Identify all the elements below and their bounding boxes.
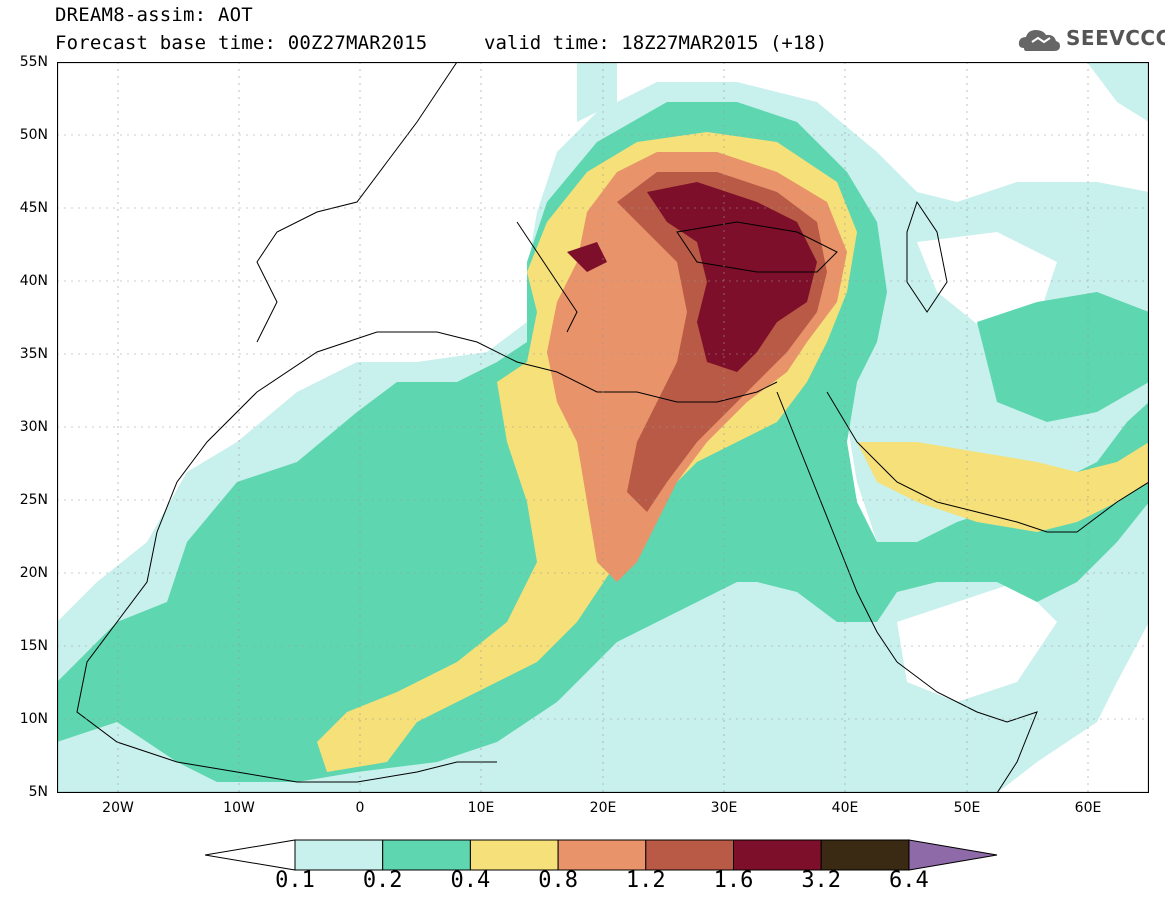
- coast-north-africa: [156, 331, 778, 533]
- chart-title: DREAM8-assim: AOT: [55, 4, 253, 26]
- aot-contour-0.4-gulf: [857, 442, 1149, 532]
- coastlines: [76, 62, 1149, 793]
- colorbar-segment: [557, 839, 647, 871]
- lat-label: 25N: [19, 492, 48, 508]
- colorbar-label: 3.2: [801, 868, 842, 893]
- aot-field: [57, 62, 1149, 793]
- coast-italy: [516, 221, 578, 333]
- valid-time: valid time: 18Z27MAR2015 (+18): [484, 32, 828, 54]
- colorbar-left-arrow: [205, 839, 296, 871]
- aot-contour-0.2-arabia: [977, 292, 1149, 422]
- colorbar-segment: [820, 839, 910, 871]
- colorbar-label: 1.6: [713, 868, 754, 893]
- lon-label: 40E: [831, 800, 859, 816]
- coast-west-africa: [76, 531, 497, 783]
- lon-label: 20E: [589, 800, 617, 816]
- logo-text: SEEVCCC: [1066, 26, 1165, 50]
- coast-horn-africa: [896, 661, 1038, 793]
- colorbar-label: 0.4: [450, 868, 491, 893]
- lon-label: 60E: [1074, 800, 1102, 816]
- coast-caspian: [906, 200, 948, 313]
- aot-contour-0.1-north: [577, 62, 617, 122]
- colorbar-label: 0.8: [538, 868, 578, 893]
- lat-label: 40N: [19, 273, 48, 289]
- colorbar-segment: [382, 839, 471, 871]
- colorbar-label: 6.4: [889, 868, 929, 893]
- lat-label: 35N: [19, 346, 48, 362]
- colorbar-label: 0.2: [362, 868, 403, 893]
- coast-black-sea: [676, 221, 838, 273]
- colorbar-right-arrow: [908, 839, 998, 871]
- lon-label: 20W: [102, 800, 134, 816]
- colorbar-segment: [469, 839, 559, 871]
- lon-label: 0: [355, 800, 365, 816]
- colorbar-segment: [294, 839, 384, 871]
- map-frame: [57, 62, 1149, 793]
- aot-map: [57, 62, 1149, 793]
- coast-europe: [256, 62, 458, 343]
- lat-label: 10N: [19, 711, 48, 727]
- colorbar: [205, 839, 998, 871]
- colorbar-segment: [733, 839, 822, 871]
- lat-label: 50N: [19, 127, 48, 143]
- colorbar-label: 1.2: [625, 868, 666, 893]
- lat-label: 30N: [19, 419, 48, 435]
- forecast-base-time: Forecast base time: 00Z27MAR2015: [55, 32, 428, 54]
- colorbar-segment: [645, 839, 734, 871]
- coast-red-sea: [776, 391, 898, 663]
- lat-label: 15N: [19, 638, 48, 654]
- cloud-logo-icon: [1018, 30, 1060, 51]
- lat-label: 55N: [19, 54, 48, 70]
- lon-label: 50E: [953, 800, 981, 816]
- lat-label: 45N: [19, 200, 48, 216]
- colorbar-label: 0.1: [275, 868, 315, 893]
- lat-label: 5N: [28, 784, 48, 800]
- gridlines: [57, 62, 1149, 793]
- coast-arabia: [826, 391, 1149, 533]
- lon-label: 30E: [710, 800, 738, 816]
- aot-hole-east-africa: [897, 582, 1057, 702]
- aot-contour-0.1-ne: [1087, 62, 1149, 122]
- lon-label: 10E: [467, 800, 495, 816]
- lat-label: 20N: [19, 565, 48, 581]
- lon-label: 10W: [223, 800, 255, 816]
- aot-contour-1.6-west: [567, 242, 607, 272]
